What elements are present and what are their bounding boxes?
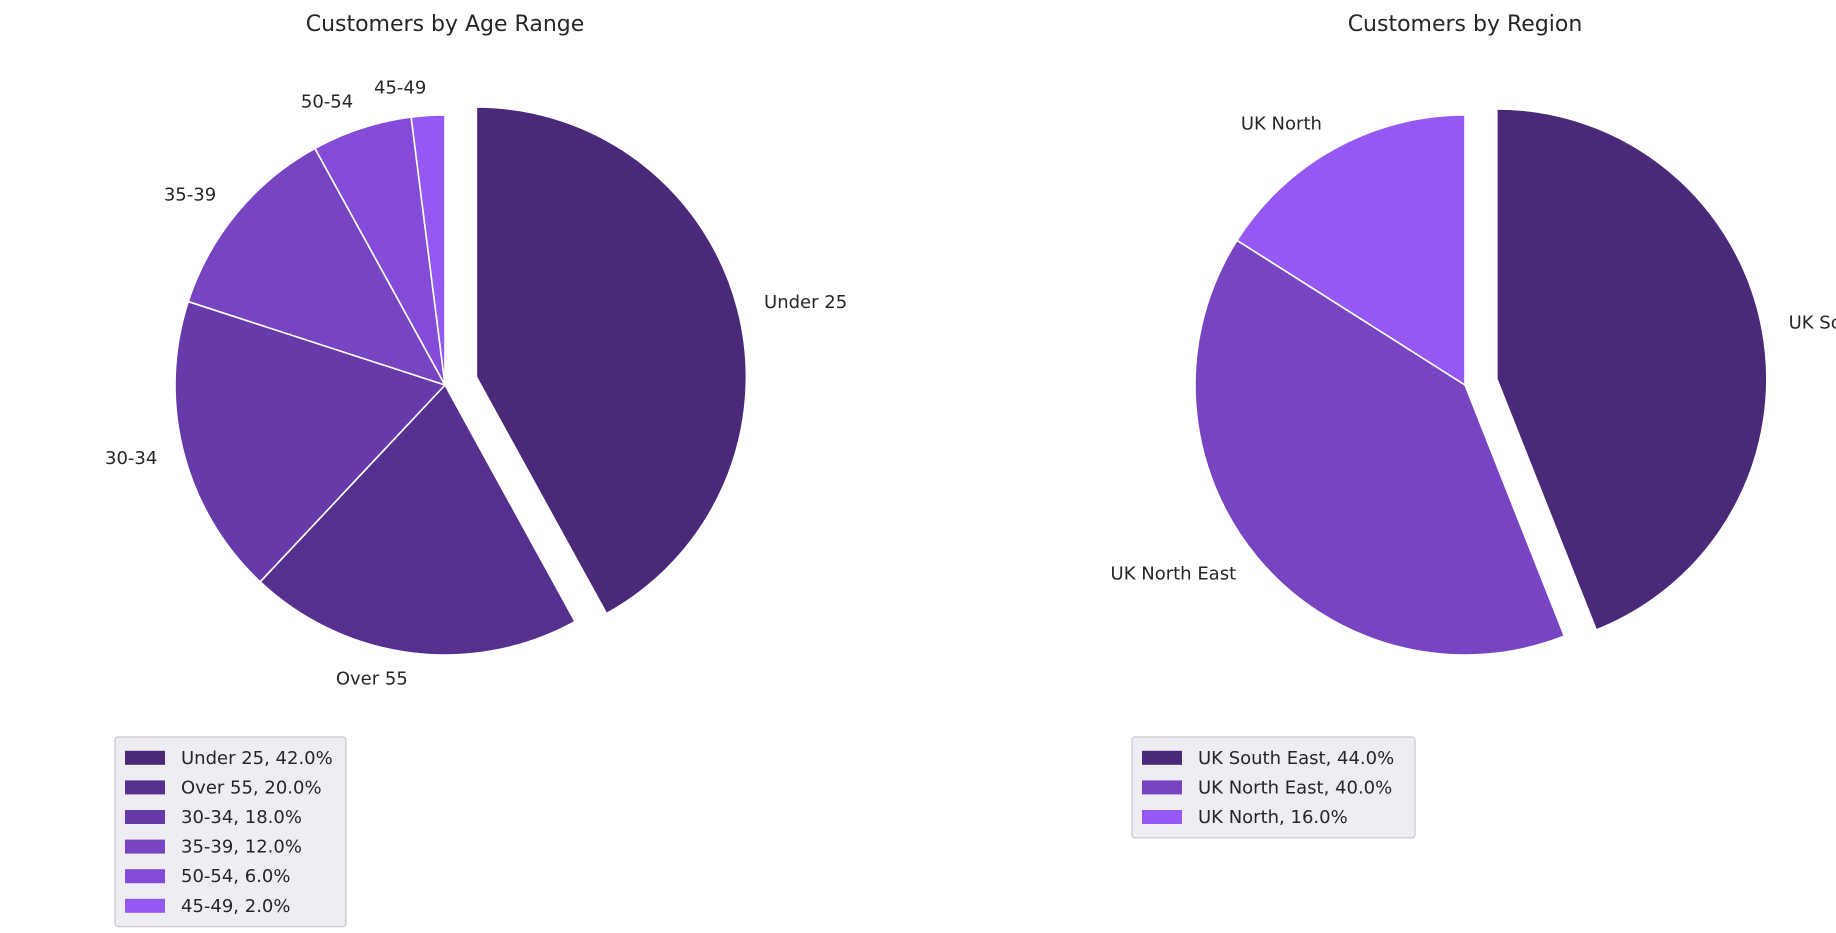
region-chart-title: Customers by Region bbox=[1348, 12, 1583, 37]
age-range-legend-swatch-over-55 bbox=[125, 780, 165, 795]
region-slice-uk-north bbox=[1235, 114, 1466, 387]
age-range-slice-label-over-55: Over 55 bbox=[336, 669, 408, 690]
age-range-legend-entry-30-34: 30-34, 18.0% bbox=[181, 807, 302, 828]
age-range-slice-over-55 bbox=[259, 383, 577, 656]
region-pie bbox=[1194, 108, 1768, 656]
age-range-legend-swatch-35-39 bbox=[125, 839, 165, 854]
age-range-slice-35-39 bbox=[187, 147, 447, 387]
age-range-legend-entry-45-49: 45-49, 2.0% bbox=[181, 896, 290, 917]
age-range-legend-swatch-45-49 bbox=[125, 898, 165, 913]
age-range-slice-label-50-54: 50-54 bbox=[301, 92, 353, 113]
region-legend-swatch-uk-north bbox=[1142, 810, 1182, 824]
region-legend-entry-uk-north-east: UK North East, 40.0% bbox=[1198, 777, 1392, 798]
region-legend-swatch-uk-south-east bbox=[1142, 750, 1182, 765]
region-legend-entry-uk-south-east: UK South East, 44.0% bbox=[1198, 748, 1394, 769]
region-slice-label-uk-north: UK North bbox=[1241, 114, 1322, 135]
age-range-slice-under-25 bbox=[475, 106, 748, 615]
age-range-slice-label-35-39: 35-39 bbox=[164, 185, 216, 206]
age-range-legend-box bbox=[114, 736, 347, 928]
age-range-legend-entry-50-54: 50-54, 6.0% bbox=[181, 866, 290, 887]
age-range-slice-label-30-34: 30-34 bbox=[105, 448, 157, 469]
region-slice-label-uk-north-east: UK North East bbox=[1111, 563, 1237, 584]
region-legend-box bbox=[1131, 736, 1416, 839]
region-legend-swatch-uk-north-east bbox=[1142, 780, 1182, 795]
region-chart: Customers by Region UK South East UK Nort… bbox=[1111, 12, 1836, 839]
age-range-slice-labels: Under 25 Over 55 30-34 35-39 50-54 45-49 bbox=[105, 78, 847, 690]
age-range-legend: Under 25, 42.0% Over 55, 20.0% 30-34, 18.0… bbox=[114, 736, 347, 928]
region-slice-uk-south-east bbox=[1496, 108, 1768, 632]
age-range-chart-title: Customers by Age Range bbox=[306, 12, 585, 37]
region-slice-label-uk-south-east: UK South East bbox=[1789, 312, 1836, 333]
age-range-pie bbox=[174, 106, 748, 656]
region-slice-uk-north-east bbox=[1194, 239, 1566, 656]
age-range-legend-swatch-under-25 bbox=[125, 750, 165, 765]
age-range-slice-30-34 bbox=[174, 300, 447, 583]
region-legend: UK South East, 44.0% UK North East, 40.0%… bbox=[1131, 736, 1416, 839]
age-range-legend-swatch-50-54 bbox=[125, 869, 165, 884]
age-range-legend-entry-35-39: 35-39, 12.0% bbox=[181, 837, 302, 858]
age-range-legend-entry-under-25: Under 25, 42.0% bbox=[181, 748, 333, 769]
region-legend-entry-uk-north: UK North, 16.0% bbox=[1198, 807, 1348, 828]
age-range-chart: Customers by Age Range Under 25 Over 55 30… bbox=[105, 12, 847, 928]
age-range-slice-label-45-49: 45-49 bbox=[374, 78, 426, 99]
age-range-slice-45-49 bbox=[410, 114, 446, 386]
region-slice-labels: UK South East UK North East UK North bbox=[1111, 114, 1836, 585]
age-range-legend-swatch-30-34 bbox=[125, 810, 165, 824]
age-range-slice-label-under-25: Under 25 bbox=[764, 292, 847, 313]
age-range-legend-entry-over-55: Over 55, 20.0% bbox=[181, 777, 322, 798]
